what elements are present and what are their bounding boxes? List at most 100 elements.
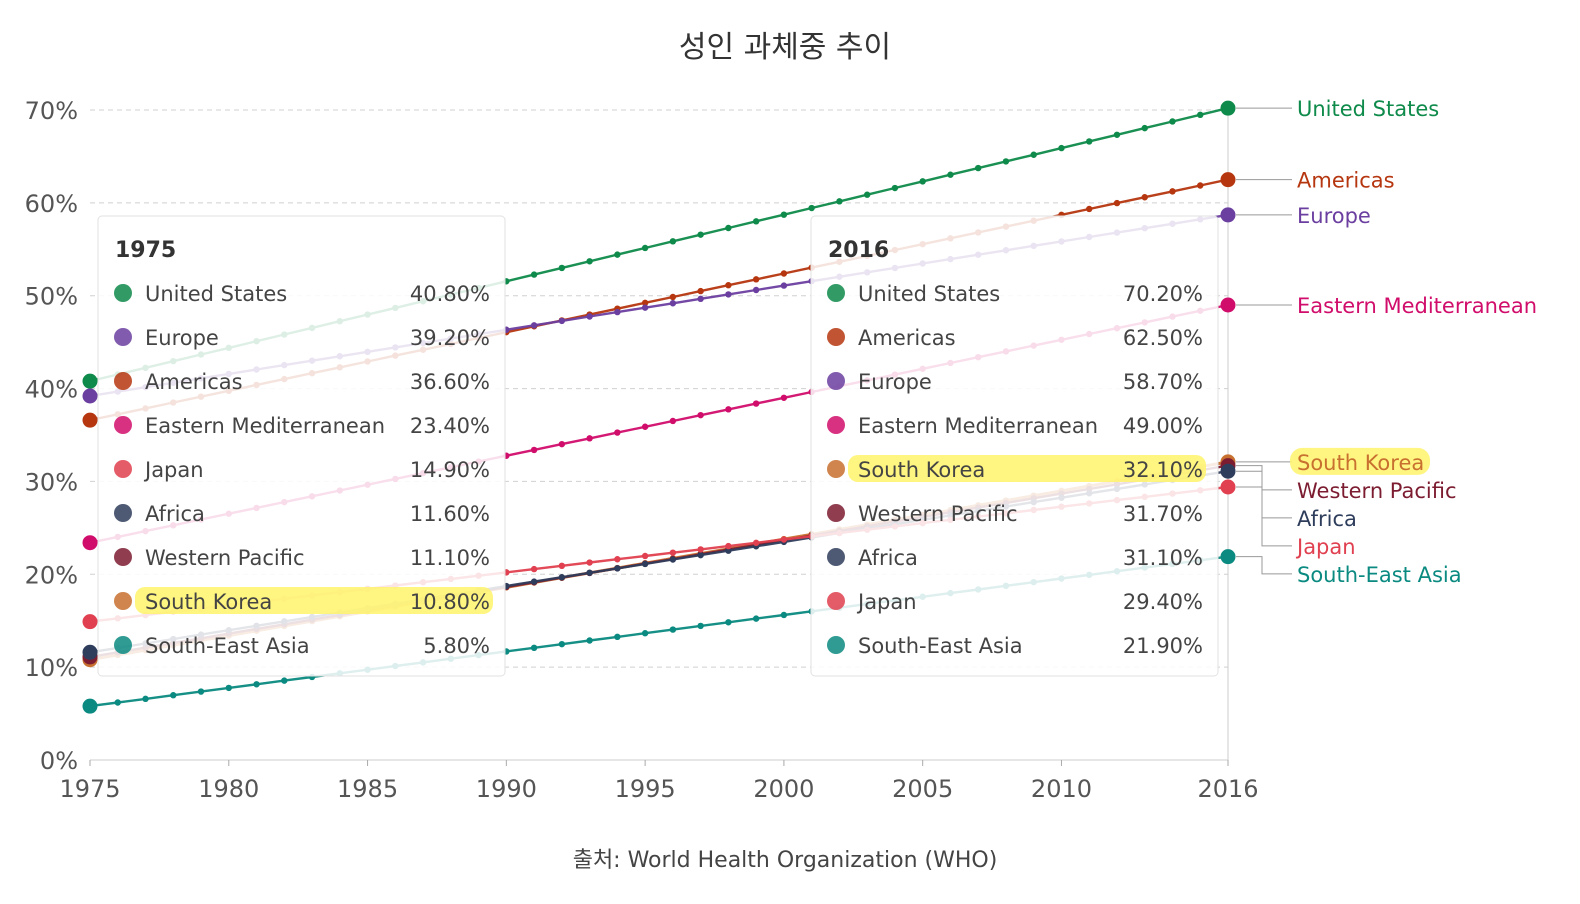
data-point[interactable] bbox=[808, 204, 815, 212]
data-point[interactable] bbox=[586, 258, 593, 265]
series-endpoint[interactable] bbox=[1220, 100, 1236, 116]
data-point[interactable] bbox=[1169, 118, 1176, 125]
series-endpoint[interactable] bbox=[1220, 297, 1236, 313]
data-point[interactable] bbox=[1002, 158, 1010, 165]
data-point[interactable] bbox=[614, 308, 621, 316]
data-point[interactable] bbox=[558, 562, 566, 570]
data-point[interactable] bbox=[530, 578, 538, 585]
data-point[interactable] bbox=[752, 218, 760, 225]
data-point[interactable] bbox=[863, 191, 871, 198]
data-point[interactable] bbox=[1197, 182, 1204, 189]
data-point[interactable] bbox=[641, 304, 649, 311]
data-point[interactable] bbox=[669, 238, 677, 245]
data-point[interactable] bbox=[780, 282, 788, 289]
data-point[interactable] bbox=[586, 559, 593, 566]
data-point[interactable] bbox=[586, 435, 593, 442]
series-endpoint[interactable] bbox=[1220, 479, 1236, 495]
end-label[interactable]: South-East Asia bbox=[1297, 563, 1462, 587]
data-point[interactable] bbox=[725, 224, 732, 232]
data-point[interactable] bbox=[558, 640, 566, 648]
data-point[interactable] bbox=[697, 622, 704, 630]
data-point[interactable] bbox=[752, 539, 760, 547]
data-point[interactable] bbox=[1197, 111, 1204, 119]
data-point[interactable] bbox=[669, 556, 677, 563]
series-endpoint[interactable] bbox=[82, 614, 98, 630]
series-endpoint[interactable] bbox=[1220, 207, 1236, 223]
data-point[interactable] bbox=[530, 322, 538, 329]
series-endpoint[interactable] bbox=[82, 373, 98, 389]
data-point[interactable] bbox=[641, 630, 649, 637]
data-point[interactable] bbox=[1169, 188, 1176, 195]
data-point[interactable] bbox=[1141, 194, 1148, 201]
data-point[interactable] bbox=[697, 287, 704, 295]
data-point[interactable] bbox=[725, 282, 732, 289]
data-point[interactable] bbox=[697, 551, 704, 559]
data-point[interactable] bbox=[281, 677, 288, 684]
data-point[interactable] bbox=[641, 423, 649, 430]
series-endpoint[interactable] bbox=[1220, 463, 1236, 479]
data-point[interactable] bbox=[641, 560, 649, 568]
data-point[interactable] bbox=[614, 429, 621, 436]
data-point[interactable] bbox=[669, 300, 677, 307]
data-point[interactable] bbox=[725, 542, 732, 550]
data-point[interactable] bbox=[142, 695, 149, 703]
data-point[interactable] bbox=[697, 231, 704, 238]
data-point[interactable] bbox=[1058, 144, 1065, 152]
end-label[interactable]: Africa bbox=[1297, 507, 1357, 531]
data-point[interactable] bbox=[641, 552, 649, 560]
data-point[interactable] bbox=[614, 556, 621, 563]
data-point[interactable] bbox=[725, 406, 732, 413]
data-point[interactable] bbox=[669, 293, 677, 301]
data-point[interactable] bbox=[1113, 131, 1121, 138]
data-point[interactable] bbox=[669, 549, 677, 556]
data-point[interactable] bbox=[780, 211, 788, 218]
end-label[interactable]: South Korea bbox=[1297, 451, 1424, 475]
end-label[interactable]: Western Pacific bbox=[1297, 479, 1457, 503]
data-point[interactable] bbox=[641, 299, 649, 307]
data-point[interactable] bbox=[530, 446, 538, 454]
series-endpoint[interactable] bbox=[1220, 172, 1236, 188]
data-point[interactable] bbox=[947, 171, 954, 178]
data-point[interactable] bbox=[225, 684, 232, 692]
data-point[interactable] bbox=[530, 565, 538, 573]
end-label[interactable]: Europe bbox=[1297, 204, 1371, 228]
data-point[interactable] bbox=[1113, 199, 1121, 207]
end-label[interactable]: United States bbox=[1297, 97, 1439, 121]
data-point[interactable] bbox=[669, 417, 677, 425]
data-point[interactable] bbox=[170, 692, 177, 699]
data-point[interactable] bbox=[586, 313, 593, 320]
series-endpoint[interactable] bbox=[82, 388, 98, 404]
end-label[interactable]: Americas bbox=[1297, 169, 1395, 193]
data-point[interactable] bbox=[752, 286, 760, 294]
data-point[interactable] bbox=[1030, 151, 1037, 158]
data-point[interactable] bbox=[530, 644, 538, 652]
series-endpoint[interactable] bbox=[82, 644, 98, 660]
series-endpoint[interactable] bbox=[1220, 549, 1236, 565]
data-point[interactable] bbox=[725, 619, 732, 626]
data-point[interactable] bbox=[697, 546, 704, 553]
data-point[interactable] bbox=[614, 633, 621, 641]
data-point[interactable] bbox=[253, 681, 260, 688]
data-point[interactable] bbox=[197, 688, 205, 695]
data-point[interactable] bbox=[614, 251, 621, 258]
data-point[interactable] bbox=[669, 626, 677, 633]
series-endpoint[interactable] bbox=[82, 412, 98, 428]
data-point[interactable] bbox=[780, 536, 788, 543]
data-point[interactable] bbox=[697, 411, 704, 419]
data-point[interactable] bbox=[1086, 205, 1093, 213]
data-point[interactable] bbox=[836, 198, 843, 205]
data-point[interactable] bbox=[752, 615, 760, 622]
data-point[interactable] bbox=[974, 164, 982, 172]
data-point[interactable] bbox=[558, 574, 566, 581]
data-point[interactable] bbox=[891, 184, 899, 192]
data-point[interactable] bbox=[752, 276, 760, 283]
data-point[interactable] bbox=[558, 264, 566, 272]
data-point[interactable] bbox=[780, 394, 788, 401]
data-point[interactable] bbox=[558, 317, 566, 325]
data-point[interactable] bbox=[558, 440, 566, 448]
data-point[interactable] bbox=[1086, 138, 1093, 145]
data-point[interactable] bbox=[752, 400, 760, 407]
data-point[interactable] bbox=[780, 270, 788, 277]
data-point[interactable] bbox=[725, 291, 732, 298]
data-point[interactable] bbox=[114, 699, 121, 706]
